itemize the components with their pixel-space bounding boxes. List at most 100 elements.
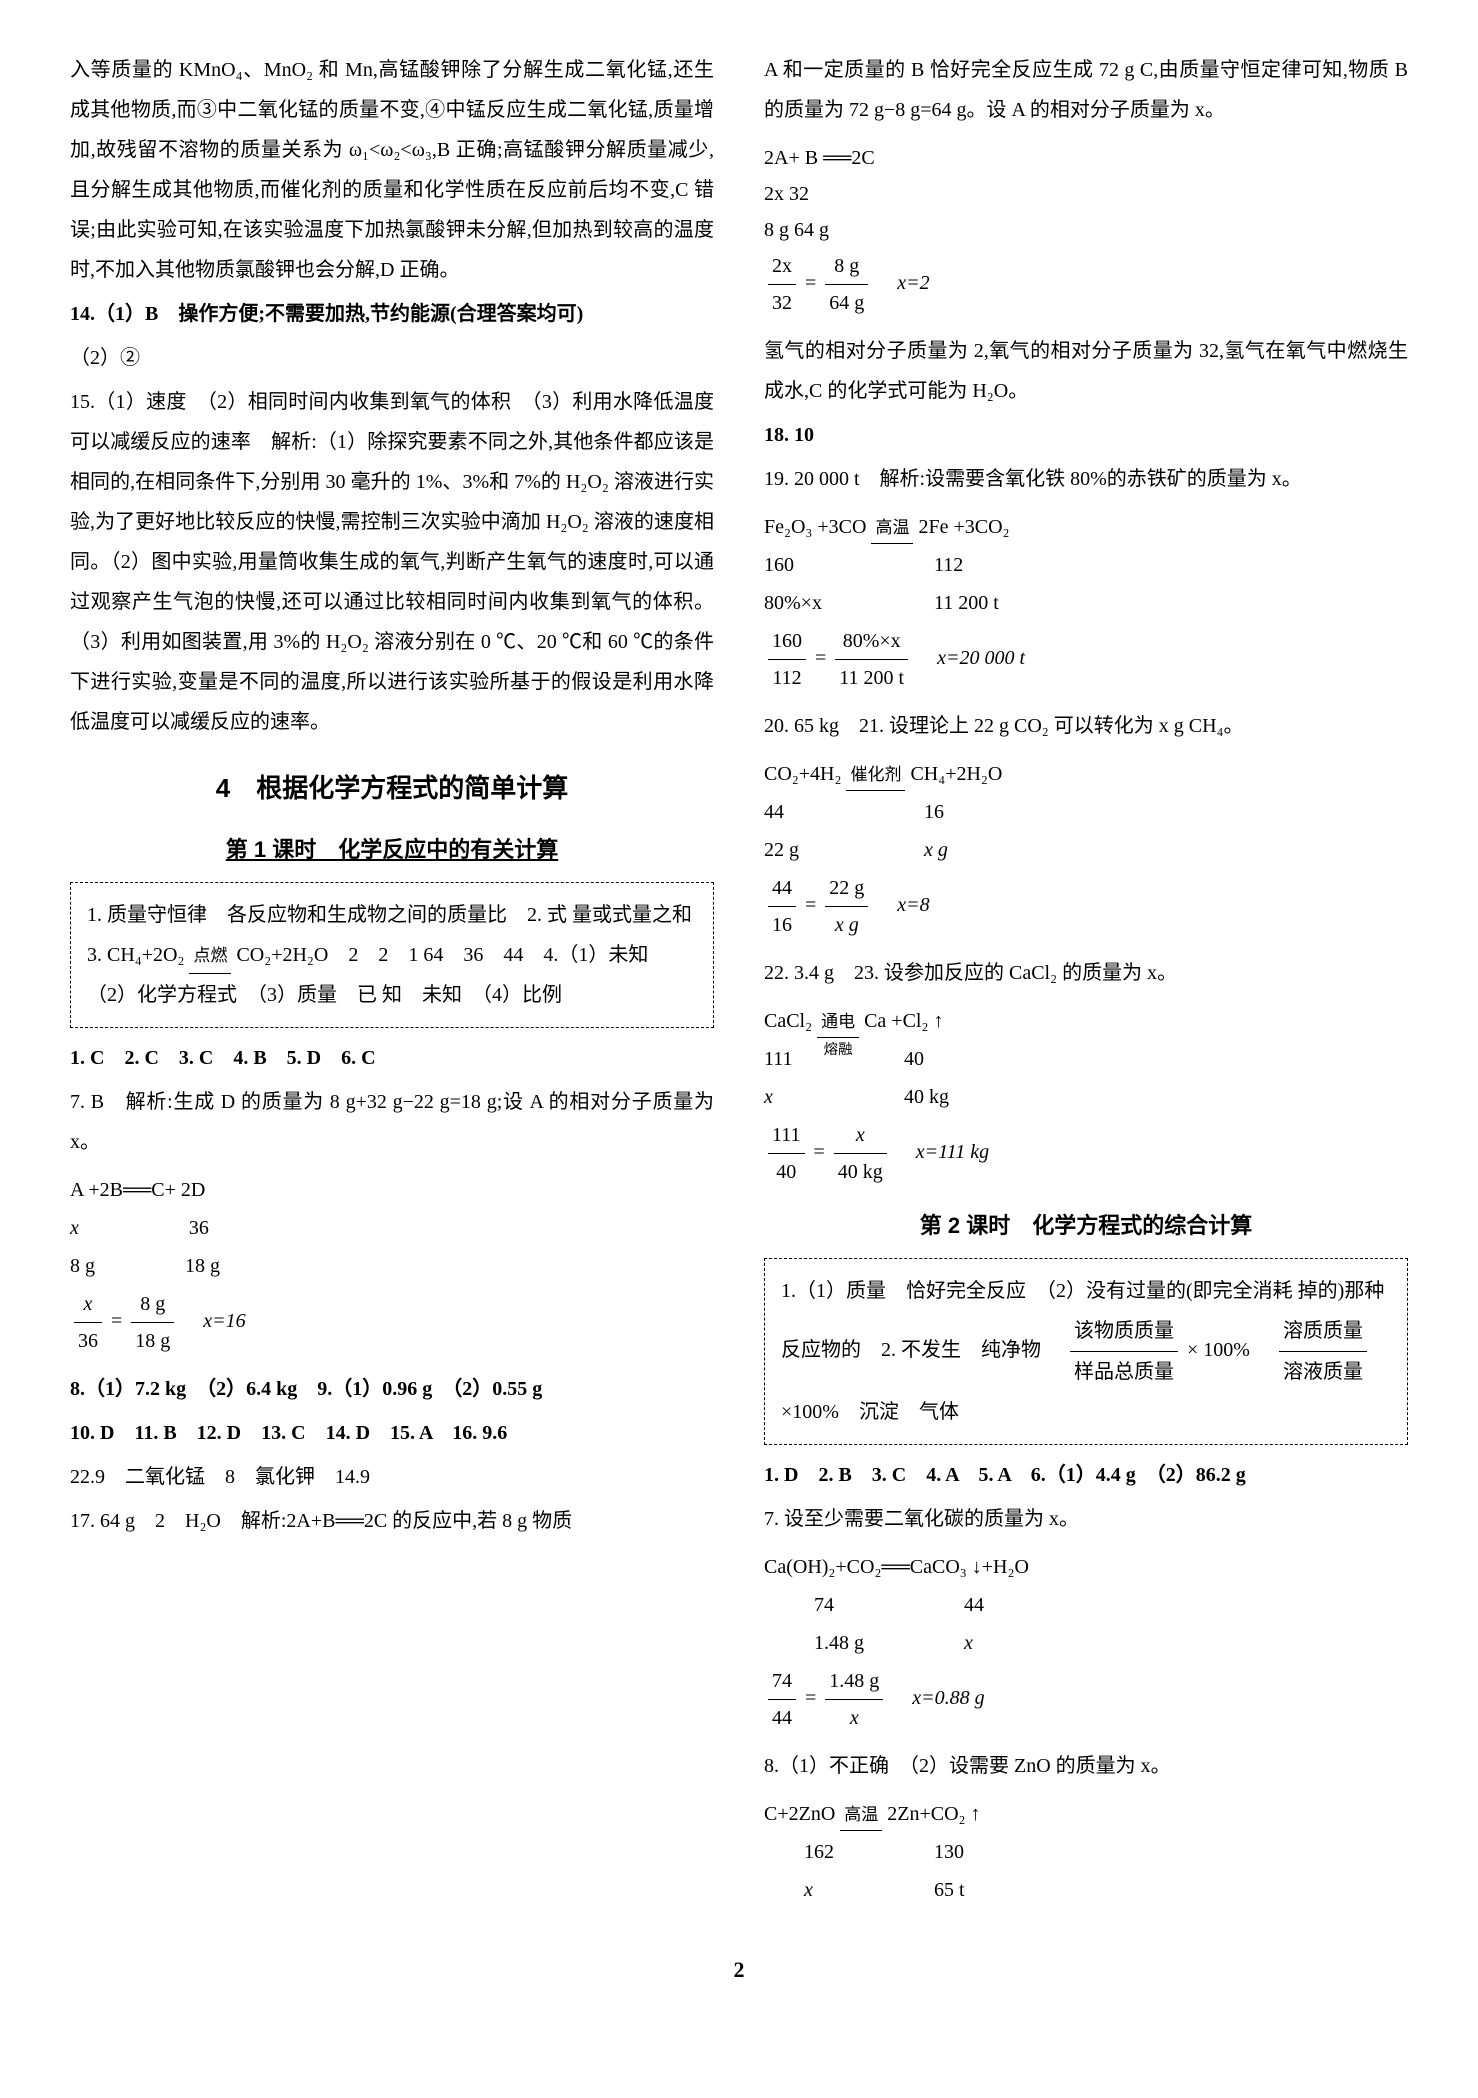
box2-line2b: × bbox=[1187, 1339, 1198, 1361]
eq7-num-l: x bbox=[74, 1286, 102, 1323]
eq19-nr: 80%×x bbox=[835, 623, 908, 660]
eq72-res: x=0.88 g bbox=[912, 1687, 984, 1709]
equation-8-2: C+2ZnO 高温 2Zn+CO₂ ↑ 162 130 x 65 t bbox=[764, 1796, 1408, 1908]
eq7-fraction-row: x 36 = 8 g 18 g x=16 bbox=[70, 1286, 714, 1359]
item-7-2: 7. 设至少需要二氧化碳的质量为 x。 bbox=[764, 1499, 1408, 1539]
eq21-xg: x g bbox=[924, 832, 948, 868]
eq23-dl: 40 bbox=[768, 1154, 805, 1190]
eq2a-line1: 2A+ B ══2C bbox=[764, 140, 1408, 176]
eq23-l1a: CaCl₂ bbox=[764, 1010, 812, 1032]
eq19-line3: 80%×x 11 200 t bbox=[764, 585, 1408, 621]
eq21-44: 44 bbox=[764, 794, 894, 830]
eq72-line2: 74 44 bbox=[764, 1587, 1408, 1623]
eq21-nl: 44 bbox=[768, 870, 796, 907]
box2-f2d: 溶液质量 bbox=[1279, 1352, 1367, 1392]
eq82-cond: 高温 bbox=[840, 1800, 882, 1832]
eq23-nr: x bbox=[834, 1117, 887, 1154]
item-17: 17. 64 g 2 H₂O 解析:2A+B══2C 的反应中,若 8 g 物质 bbox=[70, 1501, 714, 1541]
box2-f1d: 样品总质量 bbox=[1070, 1352, 1178, 1392]
eq23-line3: x 40 kg bbox=[764, 1079, 1408, 1115]
answers-row-2: 1. D 2. B 3. C 4. A 5. A 6.（1）4.4 g （2）8… bbox=[764, 1455, 1408, 1495]
eq2a-dl: 32 bbox=[768, 285, 796, 321]
eq2a-line3: 8 g 64 g bbox=[764, 212, 1408, 248]
eq21-line1: CO₂+4H₂ 催化剂 CH₄+2H₂O bbox=[764, 756, 1408, 792]
box2-f2n: 溶质质量 bbox=[1279, 1311, 1367, 1352]
eq23-line1: CaCl₂ 通电 熔融 Ca +Cl₂ ↑ bbox=[764, 1003, 1408, 1039]
summary-box-1: 1. 质量守恒律 各反应物和生成物之间的质量比 2. 式 量或式量之和 3. C… bbox=[70, 882, 714, 1028]
eq23-line2: 111 40 bbox=[764, 1041, 1408, 1077]
eq19-l1a: Fe₂O₃ +3CO bbox=[764, 516, 866, 538]
equation-7-2: Ca(OH)₂+CO₂══CaCO₃ ↓+H₂O 74 44 1.48 g x … bbox=[764, 1549, 1408, 1736]
eq21-l1a: CO₂+4H₂ bbox=[764, 763, 841, 785]
eq72-fr: 1.48 g x bbox=[825, 1663, 883, 1736]
eq21-frac-row: 44 16 = 22 g x g x=8 bbox=[764, 870, 1408, 943]
eq72-x: x bbox=[964, 1625, 973, 1661]
equation-19: Fe₂O₃ +3CO 高温 2Fe +3CO₂ 160 112 80%×x 11… bbox=[764, 509, 1408, 696]
eq19-112: 112 bbox=[934, 547, 963, 583]
eq82-l1b: 2Zn+CO₂ ↑ bbox=[887, 1803, 980, 1825]
eq72-nr: 1.48 g bbox=[825, 1663, 883, 1700]
eq72-line3: 1.48 g x bbox=[764, 1625, 1408, 1661]
eq23-40: 40 bbox=[904, 1041, 924, 1077]
eq21-fl: 44 16 bbox=[768, 870, 796, 943]
lesson-1-title: 第 1 课时 化学反应中的有关计算 bbox=[70, 828, 714, 872]
eq7-result: x=16 bbox=[203, 1310, 245, 1332]
item-22-23: 22. 3.4 g 23. 设参加反应的 CaCl₂ 的质量为 x。 bbox=[764, 953, 1408, 993]
eq82-65t: 65 t bbox=[934, 1872, 965, 1908]
item-19: 19. 20 000 t 解析:设需要含氧化铁 80%的赤铁矿的质量为 x。 bbox=[764, 459, 1408, 499]
eq72-44: 44 bbox=[964, 1587, 984, 1623]
eq82-162: 162 bbox=[804, 1834, 904, 1870]
eq72-dl: 44 bbox=[768, 1700, 796, 1736]
box1-condition: 点燃 bbox=[189, 939, 231, 974]
box1-line1: 1. 质量守恒律 各反应物和生成物之间的质量比 2. 式 bbox=[87, 904, 567, 926]
eq21-22g: 22 g bbox=[764, 832, 894, 868]
eq19-res: x=20 000 t bbox=[937, 647, 1025, 669]
eq19-line1: Fe₂O₃ +3CO 高温 2Fe +3CO₂ bbox=[764, 509, 1408, 545]
eq82-line2: 162 130 bbox=[764, 1834, 1408, 1870]
eq7-line2: x 36 bbox=[70, 1210, 714, 1246]
eq82-130: 130 bbox=[934, 1834, 964, 1870]
box2-line3a: 100% bbox=[1203, 1339, 1270, 1361]
eq19-cond: 高温 bbox=[871, 513, 913, 545]
right-para-2: 氢气的相对分子质量为 2,氧气的相对分子质量为 32,氢气在氧气中燃烧生成水,C… bbox=[764, 331, 1408, 411]
eq19-80x: 80%×x bbox=[764, 585, 904, 621]
eq23-cond: 通电 熔融 bbox=[817, 1007, 859, 1039]
eq7-x: x bbox=[70, 1210, 79, 1246]
left-column: 入等质量的 KMnO₄、MnO₂ 和 Mn,高锰酸钾除了分解生成二氧化锰,还生成… bbox=[70, 50, 714, 1918]
eq19-l1b: 2Fe +3CO₂ bbox=[918, 516, 1009, 538]
eq72-nl: 74 bbox=[768, 1663, 796, 1700]
item-20-21: 20. 65 kg 21. 设理论上 22 g CO₂ 可以转化为 x g CH… bbox=[764, 706, 1408, 746]
eq23-x: x bbox=[764, 1079, 874, 1115]
item-14-1: 14.（1）B 操作方便;不需要加热,节约能源(合理答案均可) bbox=[70, 294, 714, 334]
eq23-ct: 通电 bbox=[821, 1012, 855, 1031]
box2-frac2: 溶质质量 溶液质量 bbox=[1279, 1311, 1367, 1392]
eq19-11200: 11 200 t bbox=[934, 585, 999, 621]
eq7-den-l: 36 bbox=[74, 1323, 102, 1359]
item-15: 15.（1）速度 （2）相同时间内收集到氧气的体积 （3）利用水降低温度可以减缓… bbox=[70, 382, 714, 742]
eq19-nl: 160 bbox=[768, 623, 806, 660]
box2-line3b: ×100% 沉淀 气体 bbox=[781, 1401, 959, 1423]
eq72-74: 74 bbox=[814, 1587, 934, 1623]
box2-frac1: 该物质质量 样品总质量 bbox=[1070, 1311, 1178, 1392]
eq7-num-r: 8 g bbox=[131, 1286, 174, 1323]
eq72-148: 1.48 g bbox=[814, 1625, 934, 1661]
box2-line1: 1.（1）质量 恰好完全反应 （2）没有过量的(即完全消耗 bbox=[781, 1280, 1293, 1302]
eq23-dr: 40 kg bbox=[834, 1154, 887, 1190]
eq19-dr: 11 200 t bbox=[835, 660, 908, 696]
eq21-fr: 22 g x g bbox=[825, 870, 868, 943]
eq72-fl: 74 44 bbox=[768, 1663, 796, 1736]
eq21-res: x=8 bbox=[897, 894, 929, 916]
eq19-fr: 80%×x 11 200 t bbox=[835, 623, 908, 696]
eq7-frac-right: 8 g 18 g bbox=[131, 1286, 174, 1359]
eq23-fl: 111 40 bbox=[768, 1117, 805, 1190]
summary-box-2: 1.（1）质量 恰好完全反应 （2）没有过量的(即完全消耗 掉的)那种反应物的 … bbox=[764, 1258, 1408, 1445]
eq82-x: x bbox=[804, 1872, 904, 1908]
eq7-8g: 8 g bbox=[70, 1248, 95, 1284]
item-10-16: 10. D 11. B 12. D 13. C 14. D 15. A 16. … bbox=[70, 1413, 714, 1453]
eq7-den-r: 18 g bbox=[131, 1323, 174, 1359]
eq21-l1b: CH₄+2H₂O bbox=[910, 763, 1002, 785]
eq7-line3: 8 g 18 g bbox=[70, 1248, 714, 1284]
box1-line4: 知 未知 （4）比例 bbox=[382, 984, 562, 1006]
eq23-l1b: Ca +Cl₂ ↑ bbox=[864, 1010, 943, 1032]
eq2a-frac-row: 2x 32 = 8 g 64 g x=2 bbox=[764, 248, 1408, 321]
